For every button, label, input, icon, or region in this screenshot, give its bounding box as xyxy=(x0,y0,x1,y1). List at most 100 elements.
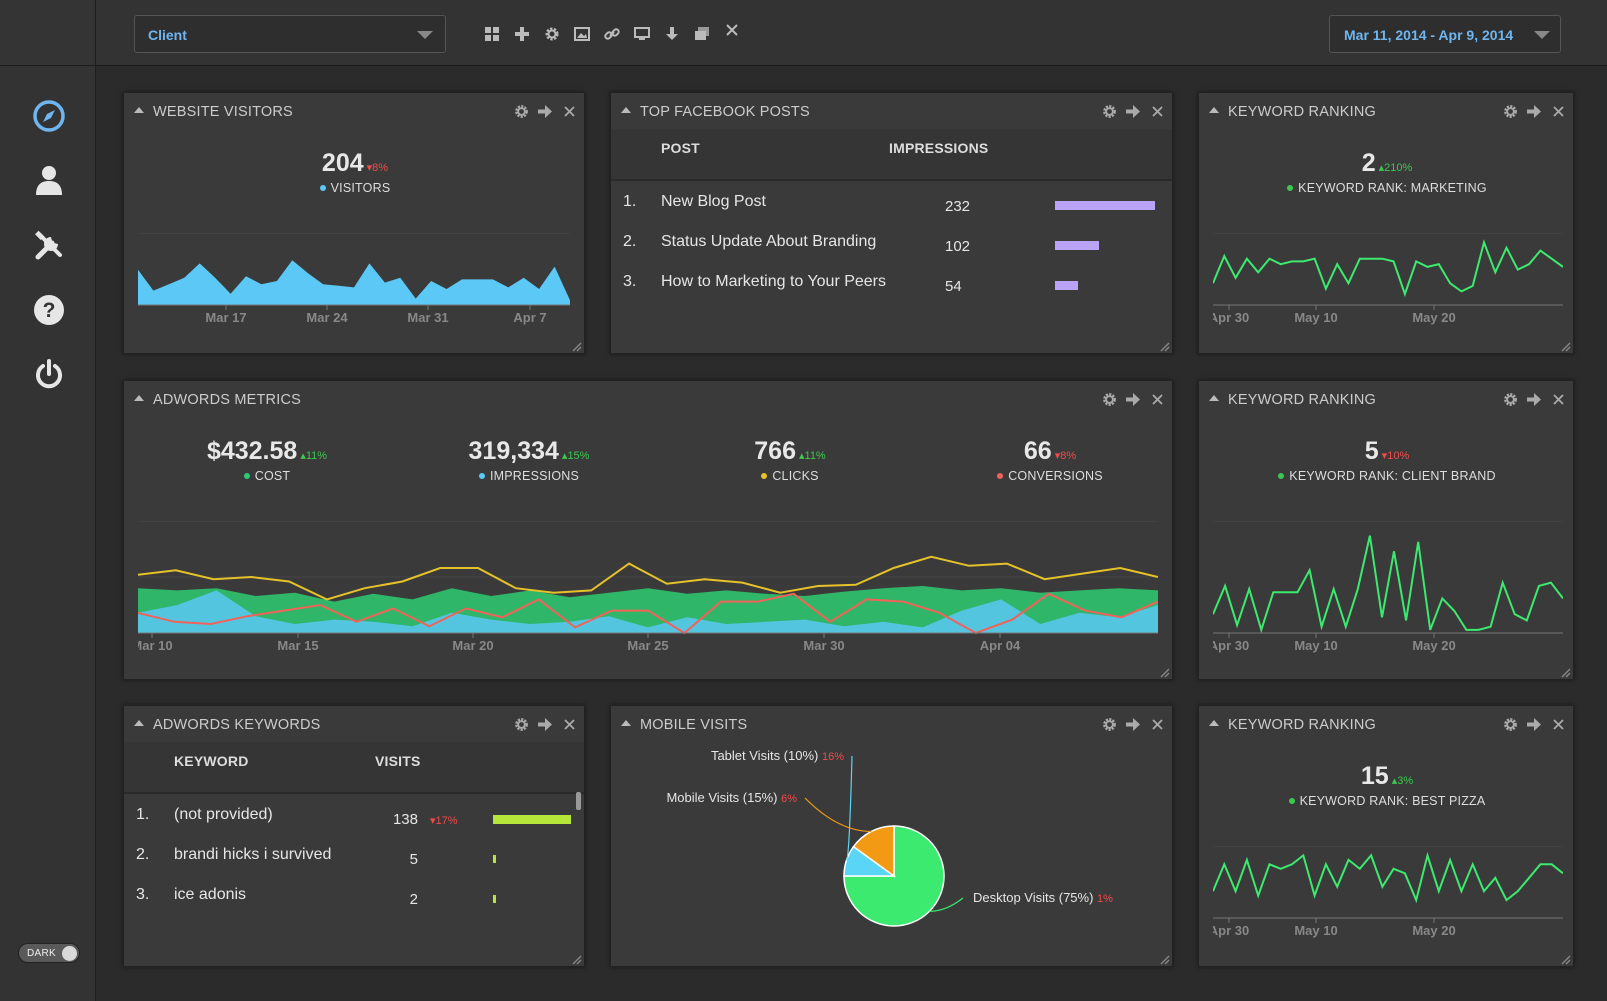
resize-handle[interactable] xyxy=(1158,339,1170,352)
x-tick-label: Mar 30 xyxy=(803,638,844,653)
collapse-icon[interactable] xyxy=(134,107,144,113)
x-tick-label: May 10 xyxy=(1294,923,1337,938)
kpi-keyword-rank: 15 ▴3% KEYWORD RANK: BEST PIZZA xyxy=(1199,762,1575,808)
close-icon[interactable] xyxy=(722,20,742,40)
x-tick-label: Mar 24 xyxy=(306,310,348,325)
link-icon[interactable] xyxy=(602,24,622,44)
resize-handle[interactable] xyxy=(570,339,582,352)
resize-handle[interactable] xyxy=(1559,952,1571,965)
keyword-text: ice adonis xyxy=(174,886,247,903)
gear-icon[interactable] xyxy=(1100,102,1118,120)
widget-header: WEBSITE VISITORS xyxy=(124,93,584,129)
series-area xyxy=(138,590,1158,633)
monitor-icon[interactable] xyxy=(632,24,652,44)
pie-label: Tablet Visits (10%) 16% xyxy=(711,748,844,763)
compass-icon[interactable] xyxy=(29,96,69,136)
gear-icon[interactable] xyxy=(1100,390,1118,408)
arrow-right-icon[interactable] xyxy=(536,102,554,120)
widget-website-visitors: WEBSITE VISITORS 204 ▾8% VISITORS Mar 17 M… xyxy=(123,92,585,354)
close-icon[interactable] xyxy=(1549,102,1567,120)
image-icon[interactable] xyxy=(572,24,592,44)
widget-title: ADWORDS KEYWORDS xyxy=(153,717,321,733)
arrow-right-icon[interactable] xyxy=(1525,715,1543,733)
arrow-right-icon[interactable] xyxy=(1525,390,1543,408)
x-tick-label: Mar 20 xyxy=(452,638,493,653)
close-icon[interactable] xyxy=(560,715,578,733)
series-line xyxy=(138,555,1158,601)
collapse-icon[interactable] xyxy=(1209,395,1219,401)
resize-handle[interactable] xyxy=(1559,665,1571,678)
collapse-icon[interactable] xyxy=(134,720,144,726)
visits-value: 2 xyxy=(409,891,418,908)
gear-icon[interactable] xyxy=(1100,715,1118,733)
kpi-label: KEYWORD RANK: BEST PIZZA xyxy=(1199,794,1575,808)
copy-icon[interactable] xyxy=(692,24,712,44)
x-tick-label: Mar 17 xyxy=(205,310,246,325)
gear-icon[interactable] xyxy=(512,715,530,733)
x-tick-label: Apr 30 xyxy=(1213,923,1249,938)
widget-header: TOP FACEBOOK POSTS xyxy=(611,93,1172,129)
date-range-select[interactable]: Mar 11, 2014 - Apr 9, 2014 xyxy=(1329,15,1561,53)
visits-bar xyxy=(493,855,496,863)
power-icon[interactable] xyxy=(29,354,69,394)
scrollbar[interactable] xyxy=(576,792,581,810)
resize-handle[interactable] xyxy=(1158,952,1170,965)
toolbar xyxy=(482,24,742,44)
close-icon[interactable] xyxy=(560,102,578,120)
download-icon[interactable] xyxy=(662,24,682,44)
close-icon[interactable] xyxy=(1148,102,1166,120)
collapse-icon[interactable] xyxy=(621,720,631,726)
close-icon[interactable] xyxy=(1549,715,1567,733)
kpi-label: KEYWORD RANK: MARKETING xyxy=(1199,181,1575,195)
gear-icon[interactable] xyxy=(1501,390,1519,408)
keyword-rank-chart: Apr 30 May 10 May 20 xyxy=(1213,233,1563,325)
arrow-right-icon[interactable] xyxy=(1525,102,1543,120)
collapse-icon[interactable] xyxy=(1209,720,1219,726)
help-icon[interactable]: ? xyxy=(29,290,69,330)
pie-label-text: Mobile Visits (15%) xyxy=(666,790,781,805)
arrow-right-icon[interactable] xyxy=(1124,715,1142,733)
user-icon[interactable] xyxy=(29,160,69,200)
gear-icon[interactable] xyxy=(512,102,530,120)
resize-handle[interactable] xyxy=(1158,665,1170,678)
row-rank: 1. xyxy=(136,806,150,823)
arrow-right-icon[interactable] xyxy=(1124,102,1142,120)
x-tick-label: Apr 04 xyxy=(980,638,1021,653)
kpi-change: ▴3% xyxy=(1391,775,1414,787)
x-tick-label: Mar 25 xyxy=(627,638,668,653)
widget-header: ADWORDS KEYWORDS xyxy=(124,706,584,742)
resize-handle[interactable] xyxy=(570,952,582,965)
dark-mode-toggle[interactable]: DARK xyxy=(18,943,80,963)
pie-label-text: Desktop Visits (75%) xyxy=(973,890,1097,905)
collapse-icon[interactable] xyxy=(134,395,144,401)
gear-icon[interactable] xyxy=(1501,715,1519,733)
kpi-value: 5 xyxy=(1364,437,1379,465)
resize-handle[interactable] xyxy=(1559,339,1571,352)
arrow-right-icon[interactable] xyxy=(1124,390,1142,408)
collapse-icon[interactable] xyxy=(1209,107,1219,113)
client-select[interactable]: Client xyxy=(134,15,446,53)
gear-icon[interactable] xyxy=(1501,102,1519,120)
kpi-keyword-rank: 5 ▾10% KEYWORD RANK: CLIENT BRAND xyxy=(1199,437,1575,483)
close-icon[interactable] xyxy=(1549,390,1567,408)
plus-icon[interactable] xyxy=(512,24,532,44)
arrow-right-icon[interactable] xyxy=(536,715,554,733)
gear-icon[interactable] xyxy=(542,24,562,44)
kpi-value: 766 xyxy=(754,437,796,465)
tools-icon[interactable] xyxy=(29,226,69,266)
series-area xyxy=(138,586,1158,633)
collapse-icon[interactable] xyxy=(621,107,631,113)
widget-adwords-metrics: ADWORDS METRICS $432.58 ▴11% COST 319,334 ▴… xyxy=(123,380,1173,680)
grid-icon[interactable] xyxy=(482,24,502,44)
logo-area xyxy=(0,0,95,66)
pie-label-change: 16% xyxy=(822,751,844,763)
close-icon[interactable] xyxy=(1148,715,1166,733)
kpi-label: KEYWORD RANK: CLIENT BRAND xyxy=(1199,469,1575,483)
widget-keyword-ranking-client-brand: KEYWORD RANKING 5 ▾10% KEYWORD RANK: CLIE… xyxy=(1198,380,1574,680)
widget-header: KEYWORD RANKING xyxy=(1199,381,1573,417)
widget-header: MOBILE VISITS xyxy=(611,706,1172,742)
chevron-down-icon xyxy=(1534,31,1550,39)
close-icon[interactable] xyxy=(1148,390,1166,408)
kpi-value: 204 xyxy=(321,149,364,177)
x-tick-label: May 20 xyxy=(1412,923,1455,938)
